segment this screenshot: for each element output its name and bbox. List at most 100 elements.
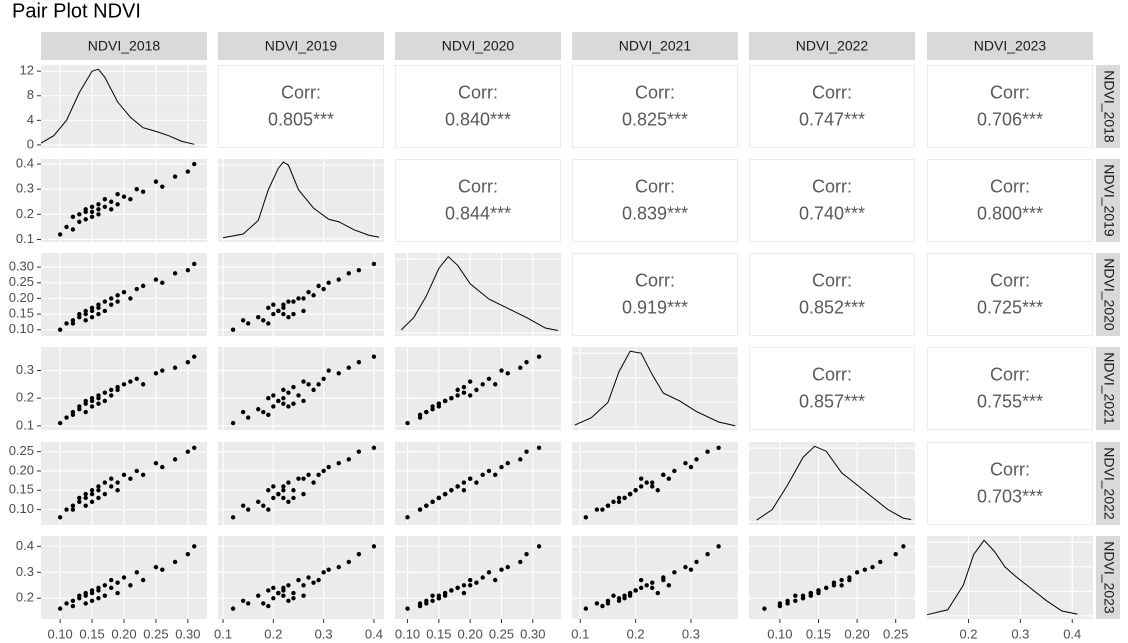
panel-background [749,442,915,525]
scatter-point [499,368,504,373]
scatter-point [102,583,108,588]
scatter-point [644,480,649,485]
scatter-point [311,580,316,585]
correlation-panel [395,159,561,242]
scatter-point [474,480,479,485]
scatter-point [405,515,410,520]
scatter-point [83,401,88,406]
scatter-point [89,398,95,404]
scatter-point [128,379,133,384]
x-tick-label: 0.20 [844,626,869,641]
correlation-panel [749,65,915,148]
correlation-value: 0.725*** [977,297,1043,317]
scatter-point [461,488,467,493]
scatter-point [276,308,281,314]
scatter-point [89,204,95,209]
scatter-point [622,596,627,601]
x-tick-label: 0.15 [79,626,104,641]
column-strip-label: NDVI_2023 [974,38,1047,54]
scatter-point [102,480,108,485]
scatter-point [291,590,296,596]
scatter-point [800,596,806,601]
correlation-panel [572,159,738,242]
scatter-point [442,398,448,404]
scatter-point [271,393,276,398]
scatter-point [291,401,296,406]
scatter-point [83,207,88,212]
scatter-point [311,293,316,298]
panel-background [218,253,384,336]
y-tick-label: 0.1 [16,231,34,246]
scatter-point [281,311,286,317]
scatter-point [655,488,660,493]
correlation-value: 0.844*** [445,203,511,223]
scatter-point [461,590,467,596]
scatter-point [311,480,316,485]
scatter-point [785,601,790,606]
x-tick-label: 0.2 [959,626,977,641]
correlation-title: Corr: [990,82,1030,102]
scatter-point [281,495,286,501]
column-strip-label: NDVI_2020 [442,38,515,54]
correlation-title: Corr: [990,364,1030,384]
scatter-point [96,401,101,406]
row-strip-label: NDVI_2021 [1101,352,1117,425]
correlation-panel [749,347,915,430]
scatter-point [281,305,286,311]
scatter-point [70,227,76,232]
scatter-point [57,327,63,332]
y-tick-label: 12 [20,63,34,78]
scatter-point [638,577,644,583]
scatter-point [286,480,291,485]
scatter-point [89,491,95,497]
scatter-point [493,577,498,583]
scatter-point [336,564,341,570]
scatter-point [96,207,101,212]
scatter-point [153,179,159,184]
scatter-point [296,393,301,398]
scatter-point [230,515,236,520]
x-tick-label: 0.1 [214,626,232,641]
scatter-point [436,495,442,501]
scatter-point [762,606,767,611]
scatter-point [281,387,286,393]
density-line [574,350,736,427]
scatter-point [371,445,377,450]
scatter-point [424,601,429,606]
correlation-title: Corr: [281,82,321,102]
x-tick-label: 0.4 [365,626,383,641]
scatter-point [230,420,236,426]
scatter-point [230,327,236,332]
scatter-point [467,577,473,583]
column-strip [927,32,1093,60]
scatter-point [505,461,510,466]
scatter-point [102,204,108,209]
scatter-point [878,559,883,565]
scatter-point [862,567,868,572]
correlation-value: 0.755*** [977,391,1043,411]
scatter-point [77,596,82,601]
chart-title: Pair Plot NDVI [12,0,141,22]
scatter-point [486,376,492,382]
scatter-point [430,593,435,598]
y-tick-label: 0.25 [9,443,34,458]
scatter-point [64,507,69,512]
scatter-point [688,567,694,572]
x-tick-label: 0.30 [175,626,200,641]
scatter-point [286,598,291,604]
scatter-point [311,387,316,393]
scatter-point [524,360,529,365]
scatter-point [346,365,351,370]
panel-background [218,442,384,525]
row-strip [1096,159,1120,242]
y-tick-label: 0.3 [16,362,34,377]
scatter-point [185,268,191,273]
scatter-point [256,315,261,320]
panel-background [572,536,738,619]
correlation-value: 0.800*** [977,203,1043,223]
scatter-point [172,559,178,565]
scatter-point [346,271,351,276]
scatter-point [442,491,448,497]
scatter-point [64,415,69,420]
scatter-point [286,583,291,588]
